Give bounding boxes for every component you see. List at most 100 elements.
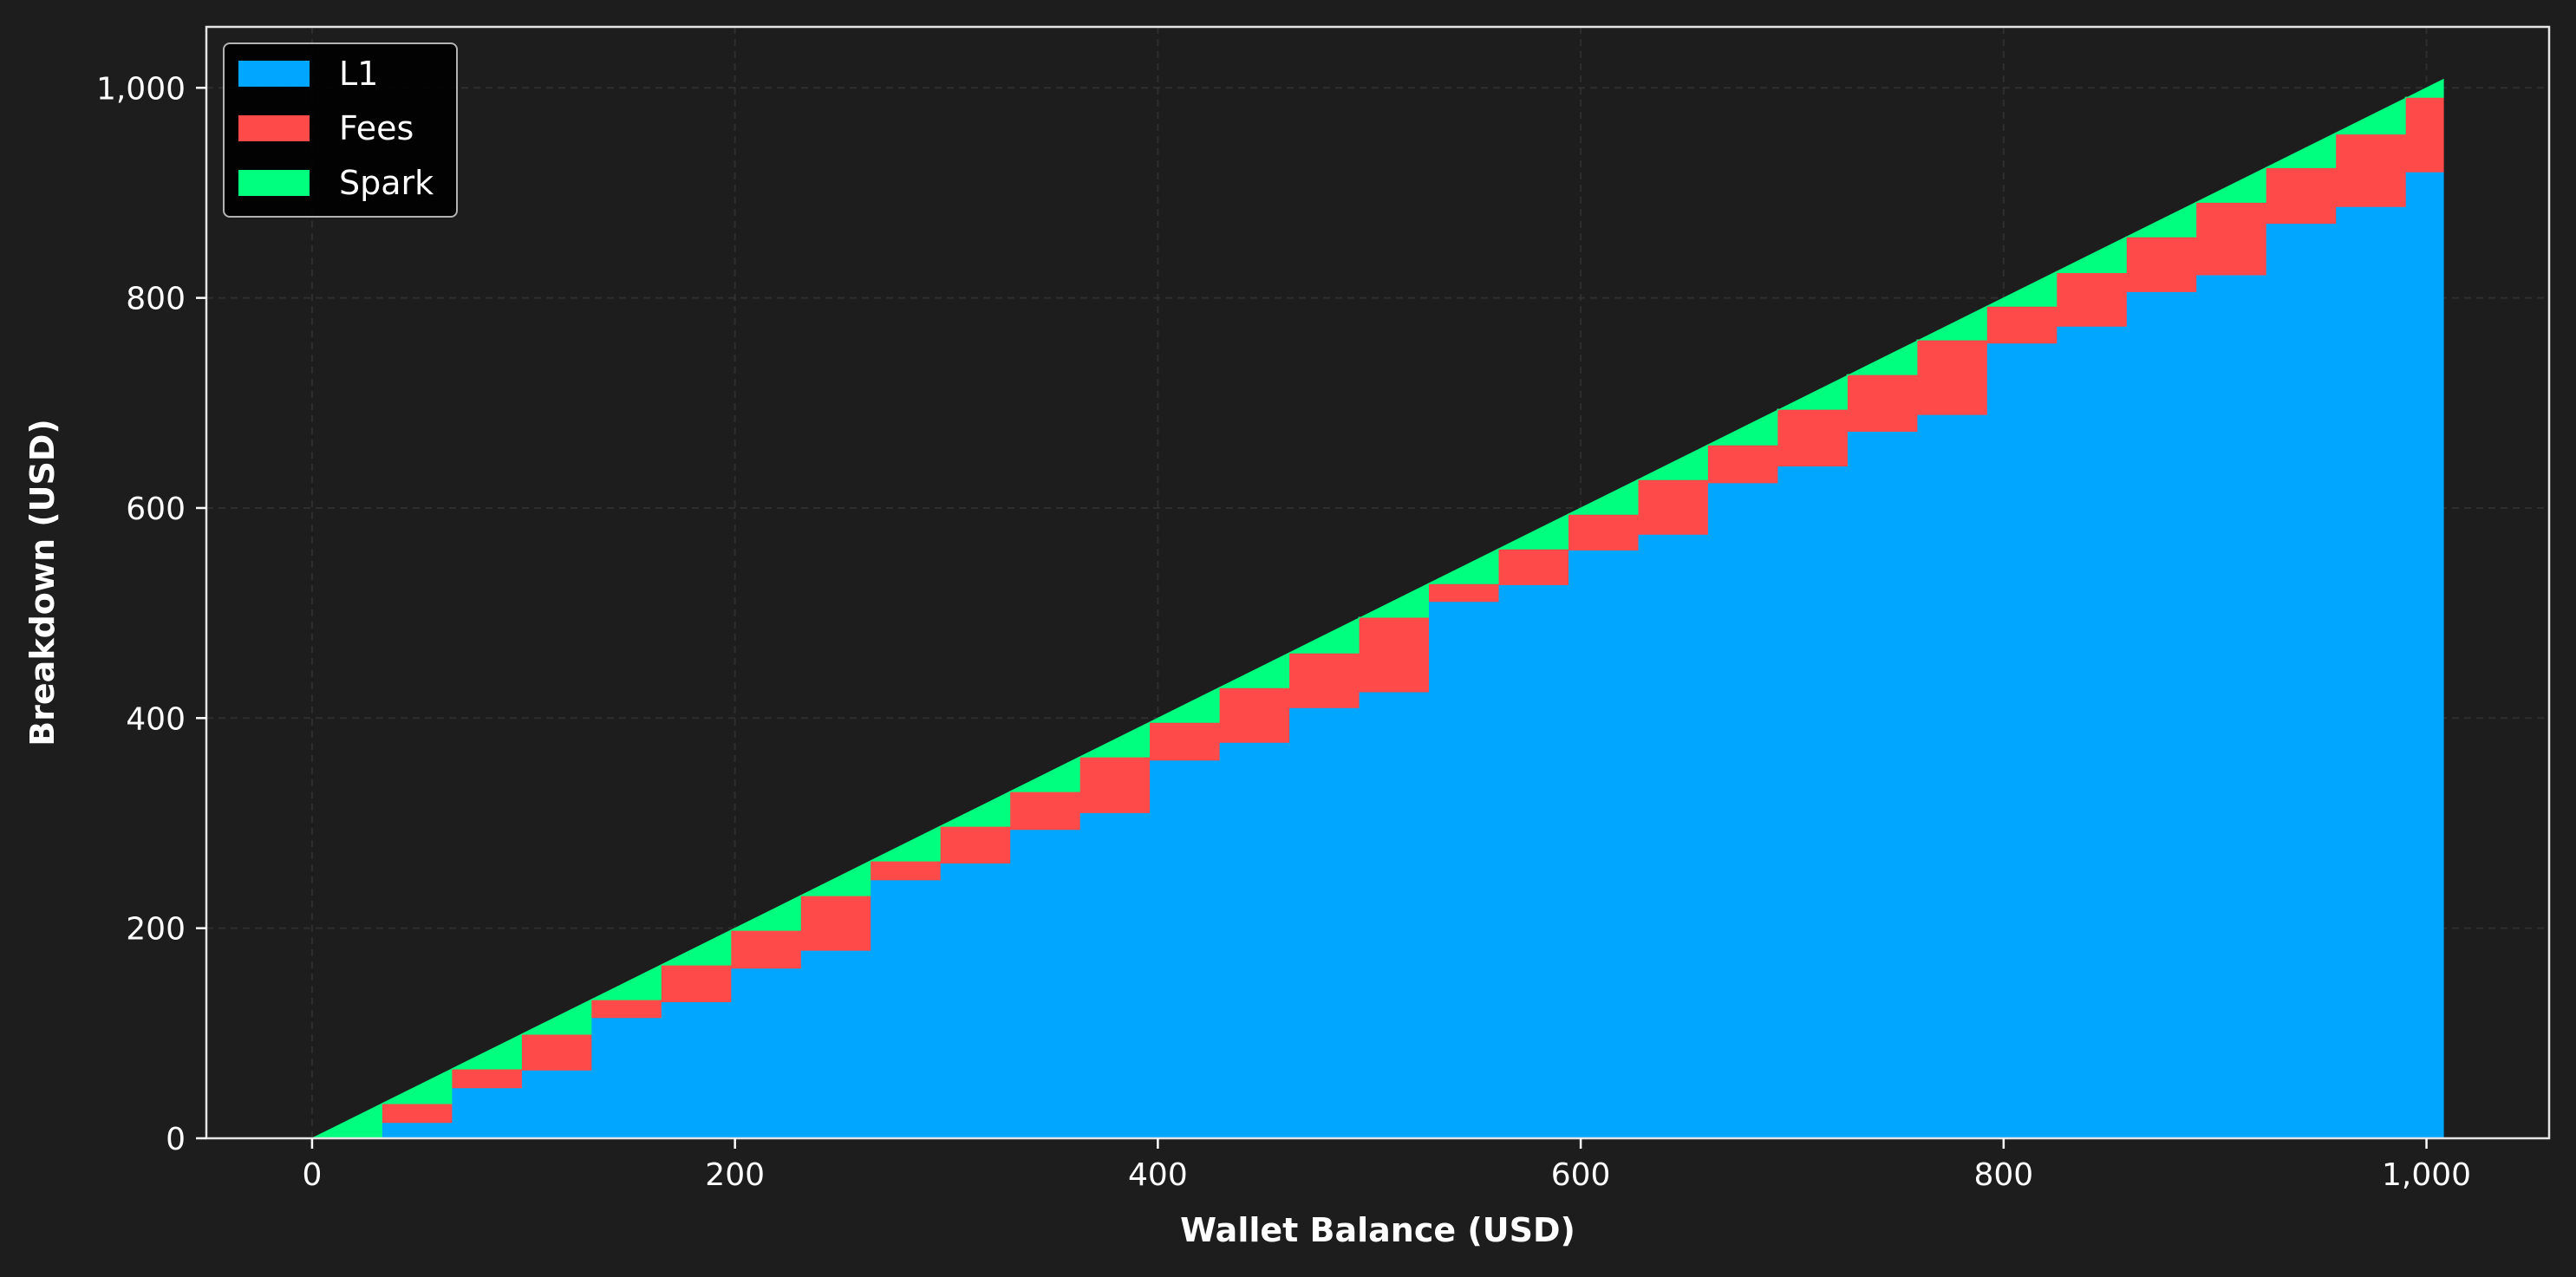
legend: L1 Fees Spark bbox=[223, 42, 458, 218]
spark-segment bbox=[1288, 617, 1360, 654]
fees-segment bbox=[590, 999, 662, 1019]
legend-swatch-fees bbox=[238, 115, 310, 141]
l1-segment bbox=[1079, 811, 1151, 1139]
y-tick-label: 0 bbox=[166, 1122, 186, 1157]
l1-segment bbox=[1009, 829, 1080, 1139]
fees-segment bbox=[2125, 236, 2197, 292]
spark-segment bbox=[2404, 78, 2444, 100]
fees-segment bbox=[520, 1033, 592, 1071]
spark-segment bbox=[1707, 409, 1778, 446]
fees-segment bbox=[1009, 791, 1080, 831]
y-axis-title: Breakdown (USD) bbox=[23, 419, 62, 746]
spark-segment bbox=[1637, 444, 1708, 480]
l1-segment bbox=[870, 879, 941, 1139]
y-tick-label: 800 bbox=[126, 282, 186, 317]
stacked-area-series bbox=[311, 78, 2444, 1139]
fees-segment bbox=[939, 825, 1011, 863]
l1-segment bbox=[1428, 601, 1499, 1139]
l1-segment bbox=[1986, 342, 2058, 1139]
l1-segment bbox=[2056, 325, 2127, 1139]
l1-segment bbox=[1497, 583, 1568, 1139]
l1-segment bbox=[1916, 414, 1987, 1139]
l1-segment bbox=[451, 1087, 522, 1139]
l1-segment bbox=[1568, 549, 1639, 1139]
y-tick-label: 200 bbox=[126, 912, 186, 948]
l1-segment bbox=[2125, 290, 2197, 1139]
spark-segment bbox=[382, 1068, 453, 1104]
x-tick-label: 800 bbox=[1973, 1157, 2033, 1193]
l1-segment bbox=[730, 968, 801, 1139]
legend-label-spark: Spark bbox=[339, 164, 434, 202]
legend-swatch-spark bbox=[238, 170, 310, 196]
series-l1 bbox=[311, 171, 2444, 1139]
y-axis-ticks: 0 200 400 600 800 1,000 bbox=[96, 71, 206, 1157]
x-tick-label: 1,000 bbox=[2382, 1157, 2471, 1193]
fees-segment bbox=[1218, 687, 1290, 743]
fees-segment bbox=[1916, 339, 1987, 415]
l1-segment bbox=[939, 863, 1011, 1139]
legend-label-fees: Fees bbox=[339, 109, 414, 147]
l1-segment bbox=[1358, 691, 1429, 1139]
fees-segment bbox=[730, 929, 801, 969]
spark-segment bbox=[800, 860, 871, 896]
fees-segment bbox=[1288, 652, 1360, 708]
x-axis-title: Wallet Balance (USD) bbox=[1180, 1211, 1575, 1249]
spark-segment bbox=[870, 825, 941, 862]
x-tick-label: 600 bbox=[1551, 1157, 1611, 1193]
fees-segment bbox=[2195, 201, 2266, 276]
legend-swatch-l1 bbox=[238, 61, 310, 87]
fees-segment bbox=[451, 1068, 522, 1089]
l1-segment bbox=[520, 1069, 592, 1139]
fees-segment bbox=[1637, 479, 1708, 535]
l1-segment bbox=[1777, 466, 1848, 1139]
legend-label-l1: L1 bbox=[339, 55, 378, 93]
fees-segment bbox=[1706, 444, 1778, 484]
spark-segment bbox=[1009, 756, 1080, 792]
fees-segment bbox=[1358, 616, 1429, 693]
y-tick-label: 400 bbox=[126, 701, 186, 737]
fees-segment bbox=[1568, 513, 1639, 551]
series-fees bbox=[311, 96, 2444, 1139]
x-axis-ticks: 0 200 400 600 800 1,000 bbox=[302, 1138, 2471, 1193]
spark-segment bbox=[1497, 513, 1568, 550]
spark-segment bbox=[939, 791, 1011, 827]
l1-segment bbox=[2404, 171, 2444, 1139]
y-tick-label: 1,000 bbox=[96, 71, 186, 107]
spark-segment bbox=[730, 895, 801, 931]
fees-segment bbox=[1846, 374, 1918, 432]
fees-segment bbox=[2265, 166, 2337, 225]
x-tick-label: 0 bbox=[302, 1157, 322, 1193]
l1-segment bbox=[1288, 707, 1360, 1139]
fees-segment bbox=[799, 895, 871, 951]
l1-segment bbox=[799, 949, 871, 1139]
spark-segment bbox=[1428, 548, 1499, 584]
spark-segment bbox=[1079, 721, 1151, 758]
spark-segment bbox=[1149, 687, 1220, 723]
l1-segment bbox=[2265, 223, 2337, 1139]
x-tick-label: 400 bbox=[1128, 1157, 1188, 1193]
spark-segment bbox=[1568, 479, 1639, 515]
l1-segment bbox=[590, 1017, 662, 1139]
fees-segment bbox=[1777, 408, 1848, 466]
fees-segment bbox=[381, 1103, 453, 1124]
x-tick-label: 200 bbox=[705, 1157, 765, 1193]
l1-segment bbox=[2195, 274, 2266, 1139]
l1-segment bbox=[1218, 741, 1290, 1139]
fees-segment bbox=[2335, 134, 2406, 207]
spark-segment bbox=[1986, 270, 2058, 307]
y-tick-label: 600 bbox=[126, 492, 186, 527]
l1-segment bbox=[1706, 482, 1778, 1139]
fees-segment bbox=[2056, 272, 2127, 327]
fees-segment bbox=[1986, 305, 2058, 344]
spark-segment bbox=[2265, 132, 2337, 168]
spark-segment bbox=[590, 964, 662, 1000]
fees-segment bbox=[870, 860, 941, 881]
fees-segment bbox=[1428, 583, 1499, 603]
spark-segment bbox=[521, 999, 592, 1035]
spark-segment bbox=[661, 929, 732, 966]
series-spark bbox=[311, 78, 2444, 1139]
fees-segment bbox=[2404, 96, 2444, 173]
l1-segment bbox=[1149, 759, 1220, 1139]
l1-segment bbox=[1846, 431, 1918, 1139]
